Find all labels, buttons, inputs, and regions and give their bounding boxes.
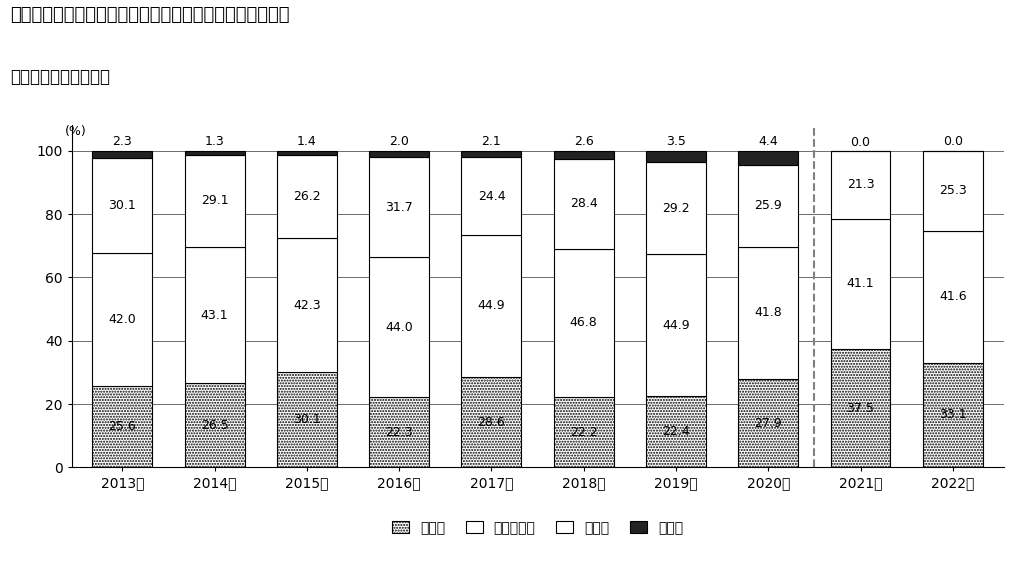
Bar — [92, 158, 153, 253]
Bar — [646, 397, 706, 467]
Bar — [646, 150, 706, 162]
Bar — [184, 155, 245, 247]
Text: 22.4: 22.4 — [663, 425, 690, 438]
Bar — [923, 363, 983, 467]
Text: 2.0: 2.0 — [389, 135, 410, 148]
Text: 42.0: 42.0 — [109, 314, 136, 327]
Bar — [276, 150, 337, 155]
Text: （図表２）１年前と比較した金融資産残高の増減＜問７＞: （図表２）１年前と比較した金融資産残高の増減＜問７＞ — [10, 6, 290, 24]
Bar — [646, 162, 706, 254]
Text: 29.2: 29.2 — [663, 202, 690, 214]
Bar — [370, 397, 429, 467]
Text: 41.1: 41.1 — [847, 277, 874, 290]
Bar — [184, 247, 245, 384]
Text: 28.4: 28.4 — [569, 197, 598, 210]
Bar — [738, 150, 799, 165]
Text: 0.0: 0.0 — [851, 136, 870, 149]
Bar — [92, 150, 153, 158]
Bar — [92, 253, 153, 386]
Bar — [184, 384, 245, 467]
Bar — [370, 157, 429, 258]
Text: 21.3: 21.3 — [847, 178, 874, 192]
Bar — [830, 151, 891, 218]
Text: 22.2: 22.2 — [570, 426, 598, 439]
Bar — [554, 397, 613, 467]
Bar — [830, 349, 891, 467]
Text: 25.3: 25.3 — [939, 184, 967, 197]
Bar — [370, 258, 429, 397]
Text: 25.9: 25.9 — [755, 199, 782, 212]
Text: 41.8: 41.8 — [755, 306, 782, 319]
Text: 4.4: 4.4 — [759, 135, 778, 148]
Text: 28.6: 28.6 — [477, 416, 506, 429]
Text: 2.1: 2.1 — [481, 135, 502, 148]
Bar — [276, 238, 337, 372]
Text: 44.9: 44.9 — [477, 299, 505, 312]
Text: 43.1: 43.1 — [201, 309, 228, 321]
Text: 29.1: 29.1 — [201, 194, 228, 207]
Bar — [923, 231, 983, 363]
Bar — [738, 247, 799, 379]
Legend: 増えた, 変わらない, 減った, 無回答: 増えた, 変わらない, 減った, 無回答 — [387, 515, 688, 540]
Bar — [370, 150, 429, 157]
Text: 0.0: 0.0 — [943, 135, 963, 148]
Bar — [462, 377, 521, 467]
Text: 27.9: 27.9 — [755, 417, 782, 430]
Bar — [92, 386, 153, 467]
Text: 37.5: 37.5 — [847, 401, 874, 414]
Bar — [462, 150, 521, 157]
Text: 3.5: 3.5 — [666, 135, 686, 148]
Bar — [554, 150, 613, 159]
Text: 42.3: 42.3 — [293, 299, 321, 312]
Text: 30.1: 30.1 — [293, 413, 321, 426]
Text: 26.5: 26.5 — [201, 419, 228, 432]
Text: 46.8: 46.8 — [569, 316, 598, 329]
Bar — [923, 150, 983, 231]
Text: 44.0: 44.0 — [385, 320, 413, 333]
Text: 2.3: 2.3 — [113, 135, 132, 148]
Bar — [554, 249, 613, 397]
Text: 25.6: 25.6 — [109, 420, 136, 433]
Bar — [554, 159, 613, 249]
Bar — [738, 165, 799, 247]
Text: ＜金融資産保有世帯＞: ＜金融資産保有世帯＞ — [10, 68, 111, 87]
Bar — [276, 372, 337, 467]
Bar — [738, 379, 799, 467]
Text: 1.3: 1.3 — [205, 135, 224, 148]
Bar — [184, 150, 245, 155]
Bar — [462, 235, 521, 377]
Text: 33.1: 33.1 — [939, 409, 967, 421]
Bar — [830, 218, 891, 349]
Bar — [276, 155, 337, 238]
Text: 26.2: 26.2 — [293, 190, 321, 203]
Text: 41.6: 41.6 — [939, 290, 967, 303]
Text: 30.1: 30.1 — [109, 199, 136, 212]
Text: 24.4: 24.4 — [477, 189, 505, 202]
Bar — [462, 157, 521, 235]
Text: 1.4: 1.4 — [297, 135, 316, 148]
Text: 2.6: 2.6 — [573, 135, 594, 148]
Bar — [646, 254, 706, 397]
Text: 44.9: 44.9 — [663, 319, 690, 332]
Text: 31.7: 31.7 — [385, 201, 413, 214]
Text: (%): (%) — [66, 125, 87, 139]
Text: 22.3: 22.3 — [385, 426, 413, 438]
